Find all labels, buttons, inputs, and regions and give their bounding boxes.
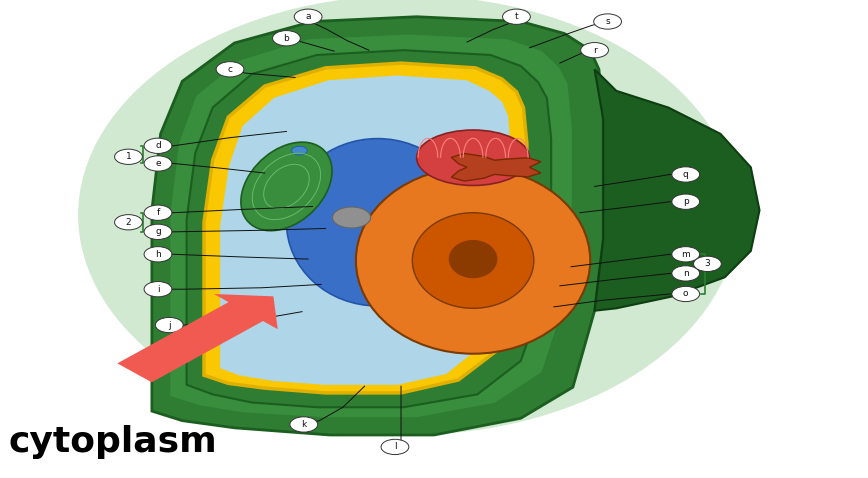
Circle shape: [581, 43, 608, 58]
Text: 3: 3: [705, 260, 710, 268]
Polygon shape: [187, 50, 551, 407]
Circle shape: [216, 62, 244, 77]
Circle shape: [144, 224, 172, 239]
Ellipse shape: [241, 142, 332, 231]
Circle shape: [115, 215, 142, 230]
Polygon shape: [204, 63, 527, 393]
Circle shape: [155, 317, 183, 333]
Polygon shape: [451, 153, 541, 181]
Circle shape: [294, 9, 322, 24]
Ellipse shape: [78, 0, 738, 435]
Circle shape: [694, 256, 721, 272]
Text: 1: 1: [126, 152, 131, 161]
Text: f: f: [156, 208, 160, 217]
Text: k: k: [301, 420, 306, 429]
Circle shape: [144, 247, 172, 262]
Circle shape: [115, 149, 142, 164]
Circle shape: [292, 146, 307, 155]
Circle shape: [672, 167, 700, 182]
Circle shape: [594, 14, 621, 29]
Circle shape: [672, 266, 700, 281]
Text: m: m: [681, 250, 690, 259]
Text: 2: 2: [126, 218, 131, 227]
Text: n: n: [683, 269, 688, 278]
Text: j: j: [168, 321, 171, 329]
Text: q: q: [683, 170, 688, 179]
Text: l: l: [393, 443, 397, 451]
Text: i: i: [156, 285, 160, 293]
Polygon shape: [595, 69, 760, 311]
Text: o: o: [683, 290, 688, 298]
Circle shape: [144, 282, 172, 297]
Polygon shape: [169, 33, 573, 418]
Circle shape: [144, 138, 172, 153]
Text: b: b: [284, 34, 289, 43]
Text: a: a: [306, 12, 311, 21]
Ellipse shape: [412, 213, 534, 308]
Text: p: p: [683, 197, 688, 206]
Circle shape: [144, 156, 172, 171]
Circle shape: [672, 247, 700, 262]
Text: s: s: [605, 17, 610, 26]
Circle shape: [273, 31, 300, 46]
Circle shape: [672, 286, 700, 302]
Ellipse shape: [449, 240, 497, 278]
Text: h: h: [155, 250, 161, 259]
Text: c: c: [227, 65, 233, 74]
Ellipse shape: [356, 167, 590, 354]
Ellipse shape: [417, 130, 529, 185]
Polygon shape: [152, 17, 603, 435]
Ellipse shape: [286, 139, 469, 306]
Circle shape: [332, 207, 371, 228]
Polygon shape: [219, 74, 512, 386]
Text: cytoplasm: cytoplasm: [9, 425, 217, 459]
Circle shape: [672, 194, 700, 209]
Text: r: r: [593, 46, 596, 54]
Text: g: g: [155, 228, 161, 236]
Circle shape: [503, 9, 530, 24]
Text: d: d: [155, 141, 161, 150]
Polygon shape: [117, 294, 278, 382]
Text: t: t: [515, 12, 518, 21]
Circle shape: [381, 439, 409, 455]
Circle shape: [290, 417, 318, 432]
Circle shape: [144, 205, 172, 220]
Text: e: e: [155, 159, 161, 168]
